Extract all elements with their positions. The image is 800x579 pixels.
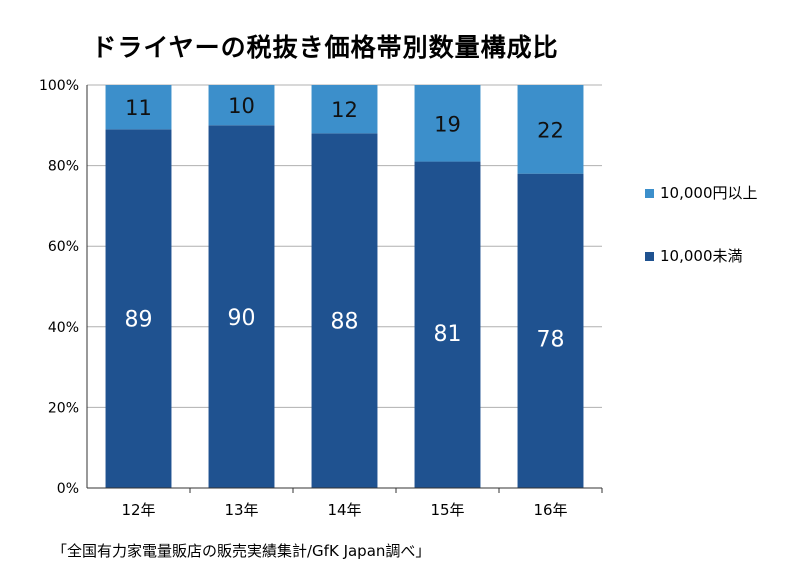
x-tick-label: 16年 <box>533 501 567 519</box>
bar-segment <box>105 85 172 130</box>
y-tick-label: 80% <box>48 159 79 175</box>
legend: 10,000円以上 10,000未満 <box>645 184 758 265</box>
bar-segment <box>311 133 378 489</box>
bar-segment <box>208 125 275 489</box>
y-tick-label: 20% <box>48 400 79 416</box>
bar-segment <box>414 161 481 488</box>
legend-swatch <box>645 252 654 261</box>
data-label: 78 <box>537 328 565 353</box>
legend-label: 10,000円以上 <box>660 184 758 202</box>
x-tick-label: 13年 <box>224 501 258 519</box>
data-label: 19 <box>434 112 461 136</box>
y-tick-label: 0% <box>57 481 79 497</box>
data-label: 90 <box>228 306 256 331</box>
x-tick-label: 15年 <box>430 501 464 519</box>
chart-title: ドライヤーの税抜き価格帯別数量構成比 <box>91 33 559 62</box>
data-label: 22 <box>537 118 564 142</box>
y-tick-label: 100% <box>39 78 79 94</box>
data-label: 10 <box>228 94 255 118</box>
legend-label: 10,000未満 <box>660 247 743 265</box>
bar-segment <box>517 85 584 174</box>
source-note: 「全国有力家電量販店の販売実績集計/GfK Japan調べ」 <box>52 542 431 560</box>
bar-segment <box>517 173 584 488</box>
data-label: 11 <box>125 96 152 120</box>
data-label: 12 <box>331 98 358 122</box>
y-tick-label: 60% <box>48 239 79 255</box>
bar-segment <box>208 85 275 126</box>
y-tick-label: 40% <box>48 320 79 336</box>
legend-swatch <box>645 189 654 198</box>
x-tick-label: 14年 <box>327 501 361 519</box>
data-label: 89 <box>125 308 153 333</box>
data-label: 88 <box>331 309 359 334</box>
bar-segment <box>311 85 378 134</box>
bars: 89 11 90 10 88 12 81 19 78 22 <box>105 85 584 489</box>
bar-segment <box>105 129 172 488</box>
x-tick-label: 12年 <box>121 501 155 519</box>
data-label: 81 <box>434 322 462 347</box>
axes: 0% 20% 40% 60% 80% 100% 12年 13年 14年 15年 16年 <box>39 78 603 519</box>
bar-segment <box>414 85 481 162</box>
